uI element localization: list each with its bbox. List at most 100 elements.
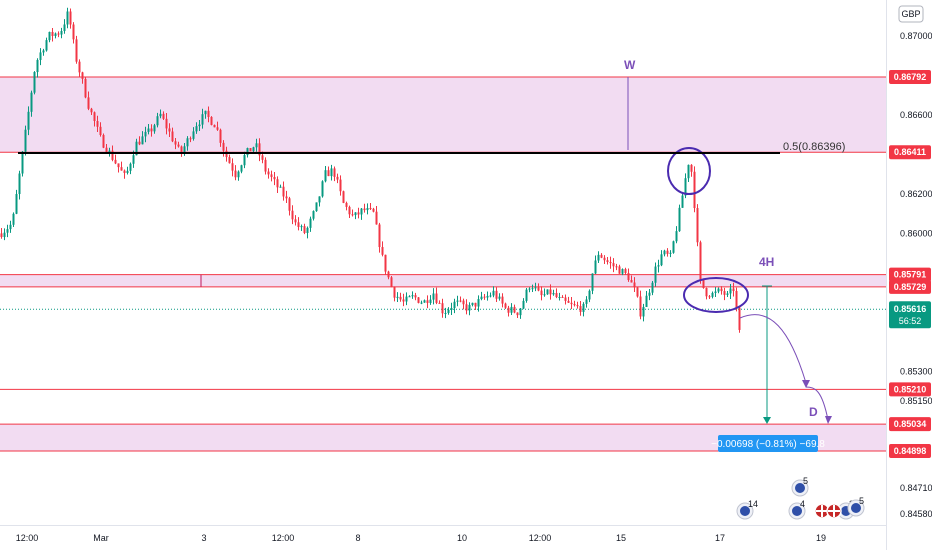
candle-body <box>379 224 381 247</box>
candle-body <box>268 172 270 175</box>
candle-body <box>25 130 27 152</box>
candle-body <box>490 295 492 296</box>
candle-body <box>1 233 3 237</box>
candle-body <box>523 301 525 309</box>
candle-body <box>349 207 351 214</box>
y-tick-4: 0.85300 <box>900 367 932 377</box>
candle-body <box>310 219 312 228</box>
price-tag-5: 0.85034 <box>894 419 927 429</box>
candle-body <box>241 165 243 171</box>
x-tick-0: 12:00 <box>16 533 39 543</box>
candle-body <box>187 138 189 146</box>
candle-body <box>211 117 213 125</box>
zone-1 <box>0 275 887 287</box>
candle-body <box>397 297 399 298</box>
candle-body <box>10 225 12 229</box>
candle-body <box>730 288 732 293</box>
candle-body <box>718 289 720 292</box>
candle-body <box>70 11 72 24</box>
candle-body <box>22 152 24 174</box>
candle-body <box>619 266 621 273</box>
currency-button-label: GBP <box>901 9 920 19</box>
candle-body <box>208 111 210 117</box>
candle-body <box>127 171 129 173</box>
candle-body <box>106 148 108 153</box>
candle-body <box>613 263 615 266</box>
candle-body <box>724 291 726 295</box>
x-tick-1: Mar <box>93 533 109 543</box>
candle-body <box>496 291 498 299</box>
candle-body <box>646 296 648 307</box>
measure-label: −0.00698 (−0.81%) −69.8 <box>711 439 825 450</box>
candle-body <box>694 172 696 208</box>
candle-body <box>445 313 447 314</box>
candle-body <box>307 228 309 233</box>
candle-body <box>739 308 741 330</box>
candle-body <box>163 114 165 119</box>
candle-body <box>670 253 672 254</box>
candle-body <box>319 196 321 202</box>
candle-body <box>94 112 96 121</box>
candle-body <box>706 288 708 296</box>
candle-body <box>151 129 153 132</box>
event-count: 14 <box>748 499 758 509</box>
candle-body <box>442 303 444 313</box>
candle-body <box>235 171 237 178</box>
candle-body <box>301 226 303 227</box>
price-tag-4: 0.85210 <box>894 384 927 394</box>
candle-body <box>589 291 591 300</box>
price-tag-0: 0.86792 <box>894 72 927 82</box>
candle-body <box>19 174 21 195</box>
candle-body <box>253 147 255 151</box>
candle-body <box>478 299 480 306</box>
candle-body <box>367 208 369 210</box>
candle-body <box>289 198 291 210</box>
candle-body <box>262 155 264 159</box>
candle-body <box>37 60 39 72</box>
candle-body <box>466 304 468 310</box>
candle-body <box>538 287 540 290</box>
candle-body <box>139 142 141 145</box>
candle-body <box>553 293 555 294</box>
candle-body <box>604 258 606 260</box>
candle-body <box>328 170 330 176</box>
candle-body <box>373 209 375 212</box>
candle-body <box>460 301 462 302</box>
candle-body <box>454 302 456 308</box>
candle-body <box>217 127 219 129</box>
price-tag-2: 0.85791 <box>894 270 927 280</box>
y-tick-1: 0.86600 <box>900 110 932 120</box>
candle-body <box>175 141 177 144</box>
candle-body <box>304 226 306 233</box>
candle-body <box>625 269 627 273</box>
candle-body <box>40 52 42 60</box>
candle-body <box>178 145 180 147</box>
candle-body <box>172 132 174 142</box>
candle-body <box>346 203 348 207</box>
candle-body <box>736 291 738 308</box>
candle-body <box>457 301 459 302</box>
candle-body <box>13 214 15 225</box>
candle-body <box>448 310 450 313</box>
candle-body <box>43 50 45 52</box>
candle-body <box>577 305 579 306</box>
candle-body <box>160 114 162 116</box>
candle-body <box>436 294 438 303</box>
candle-body <box>274 177 276 179</box>
candle-body <box>559 297 561 298</box>
candle-body <box>298 222 300 227</box>
candle-body <box>661 254 663 265</box>
candle-body <box>85 79 87 97</box>
candle-body <box>418 297 420 303</box>
candle-body <box>394 287 396 298</box>
event-count: 4 <box>800 499 805 509</box>
candle-body <box>97 121 99 127</box>
candle-body <box>610 262 612 263</box>
y-tick-5: 0.85150 <box>900 396 932 406</box>
candle-body <box>16 194 18 214</box>
candle-body <box>526 290 528 301</box>
candle-body <box>223 143 225 151</box>
candle-body <box>190 138 192 139</box>
candle-body <box>676 231 678 241</box>
